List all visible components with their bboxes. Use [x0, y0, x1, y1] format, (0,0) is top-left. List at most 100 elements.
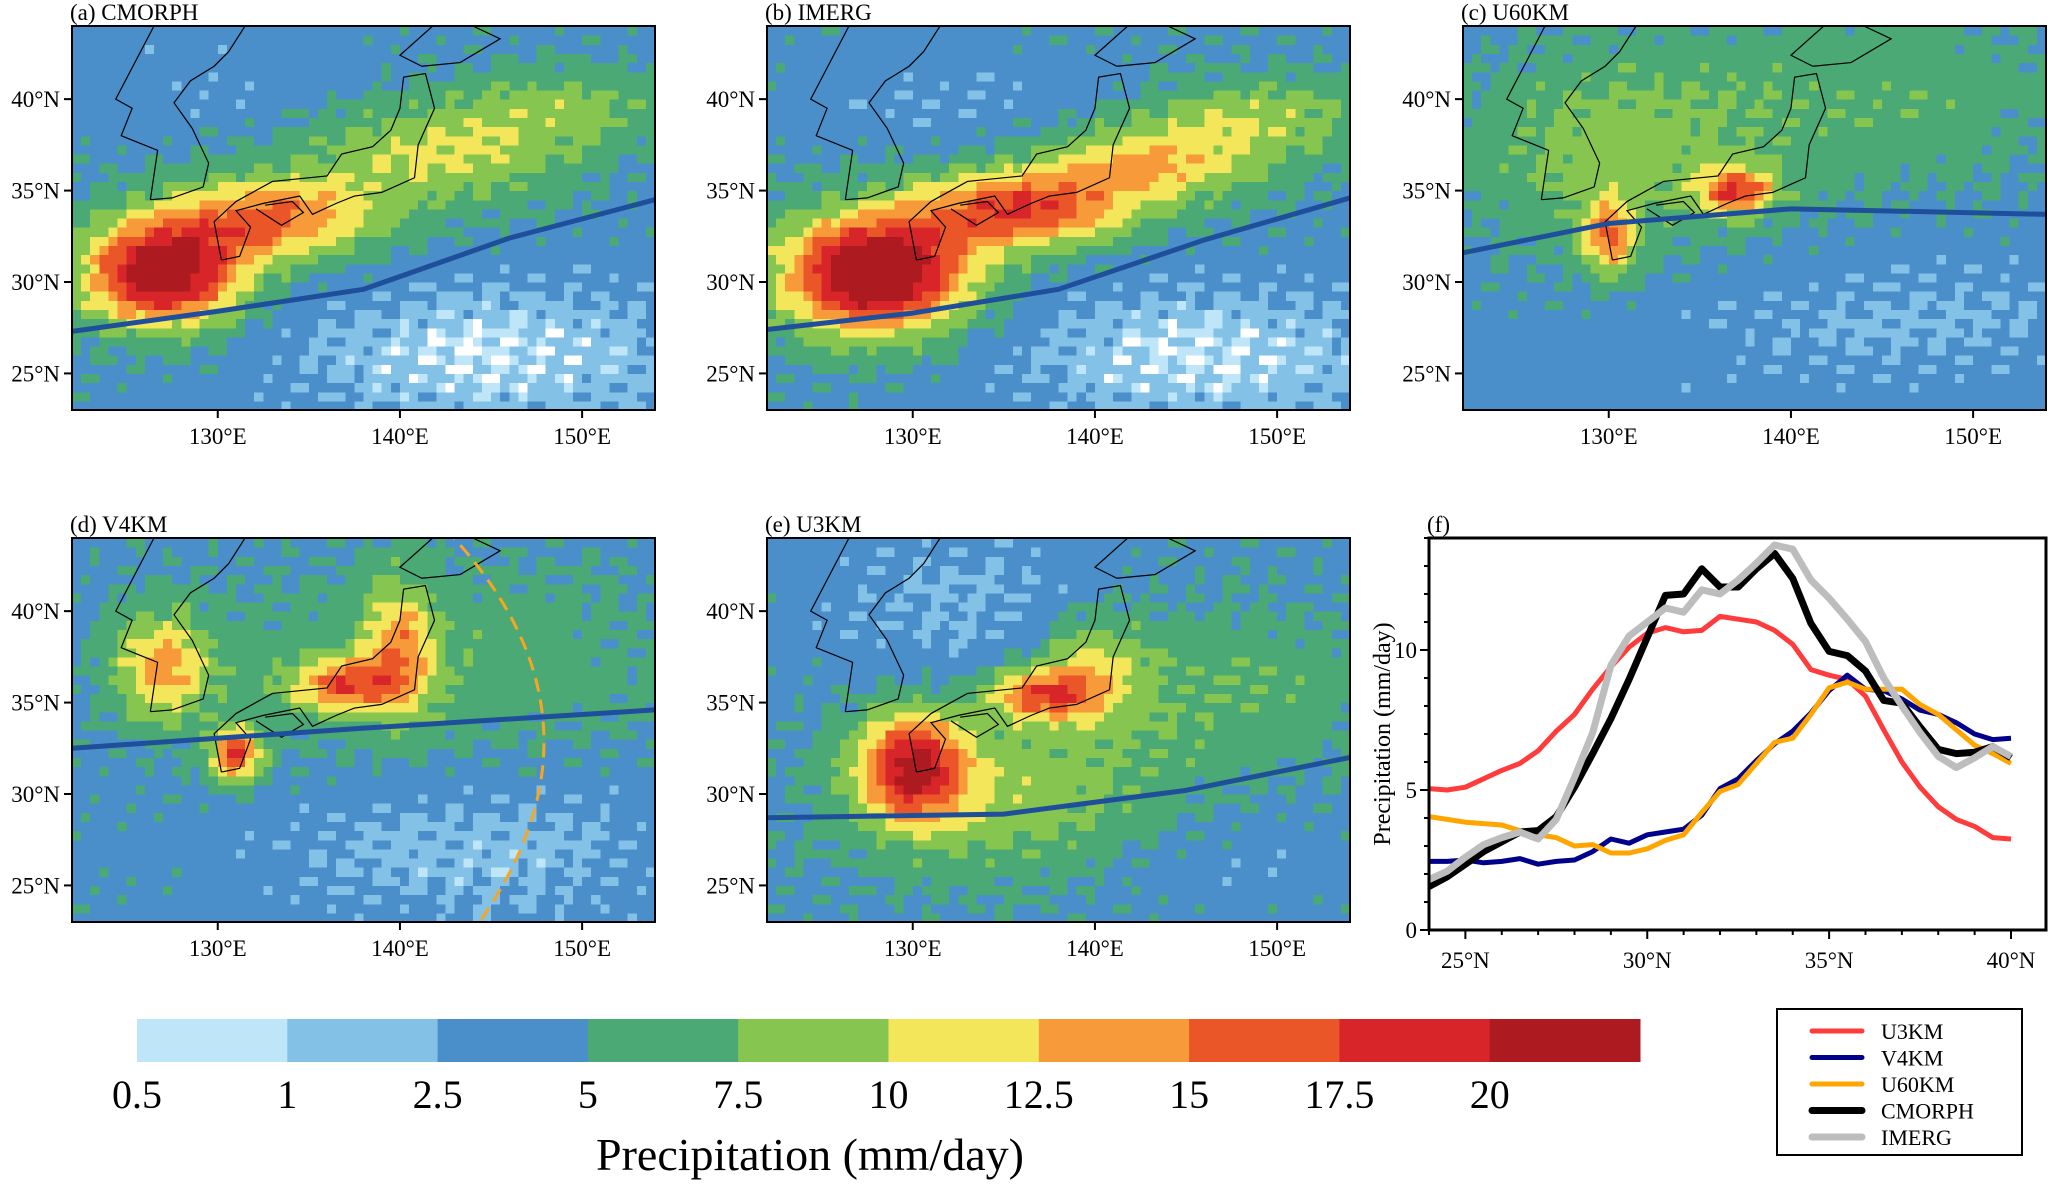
y-axis-label: Precipitation (mm/day): [1370, 622, 1396, 845]
map-frame: [766, 25, 1351, 411]
domain-boundary-circle: [451, 538, 546, 922]
lon-tick-label: 150°E: [553, 936, 611, 961]
series-line-imerg: [1429, 541, 2013, 883]
x-tick-label: 35°N: [1805, 948, 1854, 973]
series-line-u3km: [1429, 613, 2012, 842]
legend-label: CMORPH: [1881, 1099, 1974, 1124]
front-line: [767, 754, 1350, 821]
panel-title: (e) U3KM: [765, 512, 861, 537]
panel-title: (a) CMORPH: [70, 0, 198, 25]
lat-tick-label: 40°N: [1402, 87, 1451, 112]
colorbar: 0.5 1 2.5 5 7.5 10 12.5 15 17.5 20: [112, 1019, 1641, 1117]
colorbar-label: 20: [1470, 1072, 1510, 1117]
lon-tick-label: 140°E: [371, 936, 429, 961]
lat-tick-label: 30°N: [11, 270, 60, 295]
lon-tick-label: 130°E: [189, 424, 247, 449]
coastline: [398, 538, 502, 579]
map-frame: [1462, 25, 2047, 411]
y-tick-label: 10: [1394, 638, 1417, 663]
lon-tick-label: 150°E: [1248, 424, 1306, 449]
panel-title: (b) IMERG: [765, 0, 872, 25]
lon-tick-label: 140°E: [1066, 424, 1124, 449]
coastline: [809, 538, 941, 713]
coastline: [1604, 72, 1827, 261]
y-tick-label: 0: [1406, 918, 1418, 943]
lat-tick-label: 35°N: [706, 691, 755, 716]
colorbar-label: 0.5: [112, 1072, 162, 1117]
colorbar-swatch: [587, 1019, 739, 1062]
map-panel-e: (e) U3KM 130°E 140°E 150°E 40°N 35°N 30°N 25°N: [706, 512, 1351, 961]
colorbar-label: 15: [1169, 1072, 1209, 1117]
lat-tick-label: 25°N: [1402, 361, 1451, 386]
precip-field: [1463, 26, 2047, 411]
coastline: [255, 200, 305, 227]
coastline: [950, 200, 1000, 227]
panel-title: (c) U60KM: [1461, 0, 1569, 25]
x-tick-label: 25°N: [1441, 948, 1490, 973]
colorbar-swatch: [1189, 1019, 1340, 1062]
lon-tick-label: 130°E: [884, 936, 942, 961]
lat-tick-label: 40°N: [11, 87, 60, 112]
coastline: [213, 584, 436, 773]
colorbar-label: 5: [578, 1072, 598, 1117]
legend-label: U3KM: [1881, 1019, 1943, 1044]
precip-field: [72, 26, 656, 411]
lon-tick-label: 150°E: [1944, 424, 2002, 449]
lon-tick-label: 130°E: [884, 424, 942, 449]
lon-tick-label: 130°E: [189, 936, 247, 961]
lat-tick-label: 25°N: [706, 873, 755, 898]
lon-tick-label: 140°E: [371, 424, 429, 449]
lon-tick-label: 150°E: [553, 424, 611, 449]
x-tick-label: 40°N: [1987, 948, 2036, 973]
coastline: [255, 712, 305, 739]
lon-tick-label: 150°E: [1248, 936, 1306, 961]
colorbar-swatch: [287, 1019, 439, 1062]
lat-tick-label: 35°N: [1402, 179, 1451, 204]
legend-label: V4KM: [1881, 1046, 1943, 1071]
lat-tick-label: 30°N: [11, 782, 60, 807]
coastline: [114, 538, 246, 713]
colorbar-label: 1: [277, 1072, 297, 1117]
y-tick-label: 5: [1406, 778, 1418, 803]
lat-tick-label: 25°N: [11, 361, 60, 386]
lat-tick-label: 30°N: [706, 782, 755, 807]
colorbar-swatch: [738, 1019, 889, 1062]
precip-field: [767, 538, 1351, 923]
lat-tick-label: 30°N: [1402, 270, 1451, 295]
map-frame: [71, 25, 656, 411]
colorbar-swatch: [137, 1019, 288, 1062]
panel-title: (f): [1427, 512, 1450, 537]
lon-tick-label: 140°E: [1762, 424, 1820, 449]
map-panel-a: (a) CMORPH 130°E 140°E 150°E 40°N 35°N 30°N 25°…: [11, 0, 656, 449]
coastline: [908, 72, 1131, 261]
map-frame: [766, 537, 1351, 923]
x-tick-label: 30°N: [1623, 948, 1672, 973]
series-line-u60km: [1429, 679, 2013, 856]
lat-tick-label: 40°N: [706, 599, 755, 624]
map-panel-d: (d) V4KM 130°E 140°E 150°E 40°N 35°N 30°N 25°N: [11, 512, 656, 961]
map-panels: (a) CMORPH 130°E 140°E 150°E 40°N 35°N 30°N 25°…: [11, 0, 2047, 961]
lat-tick-label: 30°N: [706, 270, 755, 295]
colorbar-swatch: [1339, 1019, 1491, 1062]
lat-tick-label: 35°N: [706, 179, 755, 204]
lat-tick-label: 25°N: [11, 873, 60, 898]
front-line: [72, 707, 655, 751]
coastline: [809, 26, 941, 201]
lon-tick-label: 140°E: [1066, 936, 1124, 961]
map-panel-b: (b) IMERG 130°E 140°E 150°E 40°N 35°N 30°N 25°N: [706, 0, 1351, 449]
colorbar-label: 17.5: [1304, 1072, 1374, 1117]
colorbar-label: 7.5: [713, 1072, 763, 1117]
colorbar-label: 2.5: [413, 1072, 463, 1117]
front-line: [72, 197, 655, 334]
colorbar-swatch: [888, 1019, 1040, 1062]
front-line: [1463, 206, 2046, 256]
lat-tick-label: 40°N: [11, 599, 60, 624]
legend-label: IMERG: [1881, 1125, 1952, 1150]
precip-field: [767, 26, 1351, 411]
lon-tick-label: 130°E: [1580, 424, 1638, 449]
colorbar-label: 10: [869, 1072, 909, 1117]
map-panel-c: (c) U60KM 130°E 140°E 150°E 40°N 35°N 30°N 25°N: [1402, 0, 2047, 449]
lat-tick-label: 25°N: [706, 361, 755, 386]
